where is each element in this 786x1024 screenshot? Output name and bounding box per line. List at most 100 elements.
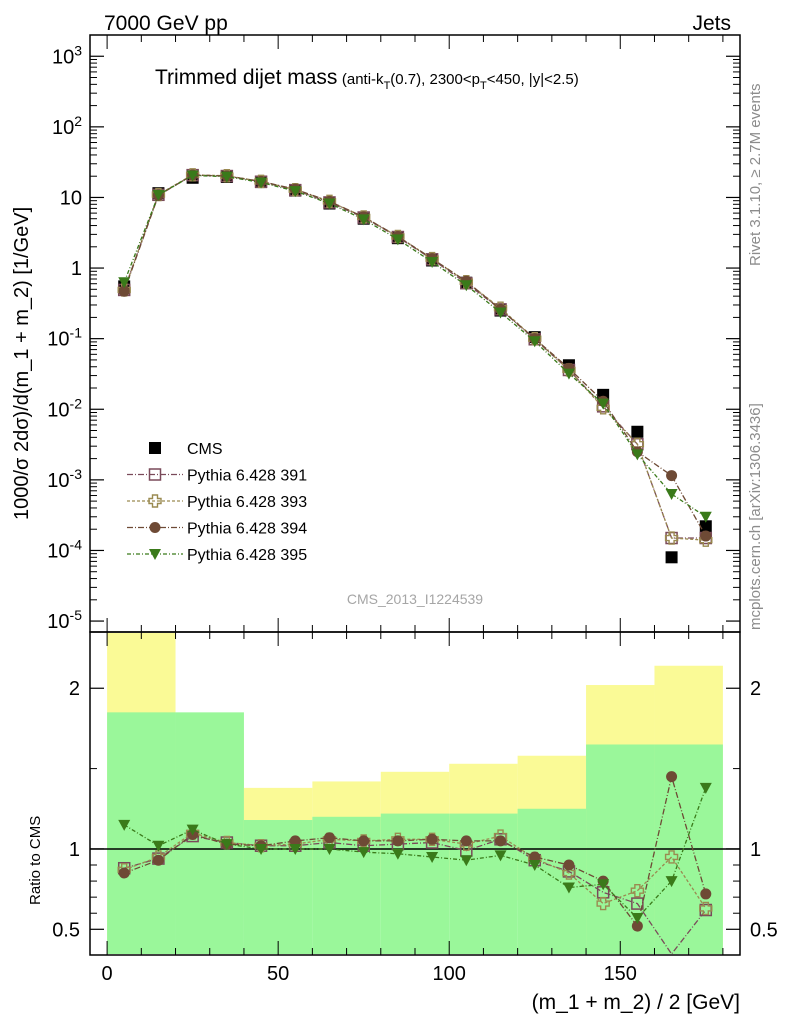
ratio-series-line — [123, 832, 707, 909]
main-y-axis-label: 1000/σ 2dσ)/d(m_1 + m_2) [1/GeV] — [11, 207, 33, 520]
ratio-point — [152, 840, 165, 852]
legend-entry: CMS — [149, 441, 223, 458]
ratio-point — [357, 847, 370, 859]
ratio-point — [596, 896, 610, 911]
y-tick-label: 10-3​ — [47, 466, 82, 492]
ratio-point — [700, 888, 712, 900]
y-tick-label: 102​ — [52, 113, 82, 139]
ratio-point — [699, 901, 713, 916]
y-tick-label: 103​ — [52, 42, 82, 68]
data-point — [494, 307, 507, 319]
legend-label: Pythia 6.428 395 — [187, 547, 307, 564]
inner-band — [175, 712, 244, 954]
y-tick-label: 10-5​ — [47, 607, 82, 633]
ratio-point — [118, 867, 130, 879]
data-point — [220, 171, 233, 183]
data-point — [528, 336, 541, 348]
x-tick-label: 0 — [102, 963, 113, 985]
ratio-series-line — [123, 774, 707, 928]
x-axis-label: (m_1 + m_2) / 2 [GeV] — [532, 991, 740, 1014]
legend-marker — [149, 442, 161, 454]
ratio-point — [666, 771, 678, 783]
ratio-point — [495, 835, 507, 847]
legend-marker — [149, 522, 161, 533]
ratio-y-tick-label-right: 1 — [750, 839, 761, 861]
data-point — [391, 234, 404, 246]
data-point — [152, 189, 165, 201]
ratio-point — [186, 824, 199, 836]
data-point — [460, 280, 473, 292]
title-cuts: (anti-kT​(0.7), 2300<pT​<450, |y|<2.5) — [342, 71, 579, 92]
data-point — [699, 511, 712, 523]
legend-marker — [149, 549, 161, 560]
ratio-point — [118, 819, 131, 831]
ratio-point — [630, 884, 645, 898]
ratio-point — [562, 866, 576, 880]
ratio-point — [699, 782, 712, 794]
ratio-y-axis-label: Ratio to CMS — [27, 816, 44, 905]
inner-band — [517, 808, 587, 954]
ratio-point — [631, 920, 643, 932]
x-tick-label: 50 — [267, 963, 289, 985]
data-point — [597, 398, 610, 410]
ratio-series-3 — [118, 782, 712, 925]
ratio-point — [664, 850, 679, 864]
chart-title: Trimmed dijet mass (anti-kT​(0.7), 2300<… — [155, 66, 579, 92]
data-point — [118, 285, 130, 297]
data-point — [186, 170, 199, 182]
data-point — [631, 449, 644, 461]
legend-label: Pythia 6.428 391 — [187, 468, 307, 485]
series-line — [123, 174, 707, 518]
legend-marker — [148, 494, 162, 508]
ratio-point — [392, 835, 404, 847]
legend-label: CMS — [187, 441, 223, 458]
ratio-point — [528, 860, 541, 872]
header-left: 7000 GeV pp — [104, 12, 228, 35]
ratio-point — [220, 839, 233, 851]
data-point — [118, 277, 131, 289]
data-point — [426, 256, 439, 268]
x-tick-label: 100 — [433, 963, 466, 985]
data-point — [255, 177, 268, 189]
ratio-point — [460, 855, 473, 867]
source-reference: mcplots.cern.ch [arXiv:1306.3436] — [747, 403, 764, 630]
legend-entry: Pythia 6.428 393 — [127, 494, 307, 511]
y-tick-label: 10-1​ — [47, 325, 82, 351]
data-point — [289, 186, 302, 198]
ratio-point — [426, 833, 438, 845]
ratio-point — [358, 835, 370, 847]
series-line — [123, 174, 707, 537]
ratio-point — [323, 832, 335, 844]
data-point — [665, 489, 678, 501]
ratio-point — [631, 897, 644, 910]
data-point — [357, 214, 370, 226]
ratio-point — [289, 843, 302, 855]
y-tick-label: 1 — [71, 258, 82, 280]
legend-label: Pythia 6.428 394 — [187, 521, 307, 538]
data-point — [666, 470, 678, 482]
ratio-point — [152, 854, 164, 866]
ratio-point — [562, 882, 575, 894]
data-point — [664, 531, 679, 545]
data-point — [699, 520, 712, 533]
x-tick-label: 150 — [604, 963, 637, 985]
data-point — [323, 198, 336, 210]
ratio-y-tick-label: 0.5 — [52, 919, 80, 941]
ratio-point — [426, 851, 439, 863]
legend-marker — [148, 468, 162, 481]
series-2 — [117, 168, 713, 547]
data-point — [562, 368, 575, 380]
legend-entry: Pythia 6.428 391 — [127, 468, 307, 485]
series-1 — [117, 168, 713, 545]
ratio-y-tick-label: 1 — [69, 839, 80, 861]
data-point — [631, 425, 644, 438]
ratio-point — [597, 879, 610, 891]
data-point — [665, 551, 678, 564]
header-right: Jets — [692, 12, 731, 35]
ratio-point — [255, 843, 268, 855]
y-tick-label: 10 — [60, 187, 82, 209]
ratio-point — [460, 835, 472, 847]
ratio-y-tick-label: 2 — [69, 678, 80, 700]
inner-band — [380, 813, 450, 954]
